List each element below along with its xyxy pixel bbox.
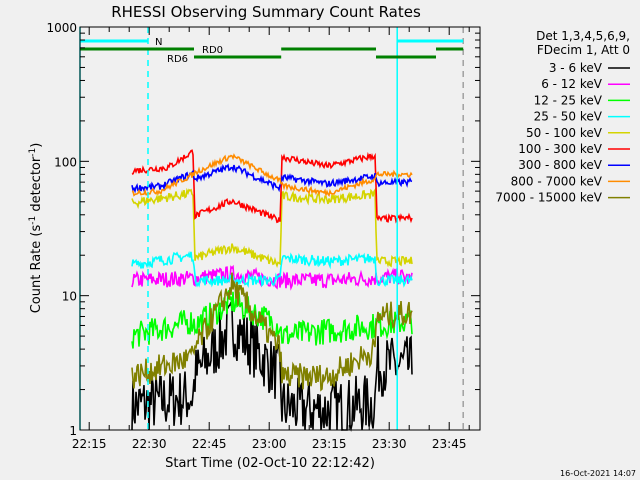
y-axis-label: Count Rate (s-1 detector-1) <box>28 143 44 314</box>
chart-title: RHESSI Observing Summary Count Rates <box>111 3 421 21</box>
flag-label-n: N <box>155 37 162 48</box>
legend-label: 100 - 300 keV <box>518 142 602 156</box>
series-line-5 <box>131 187 413 269</box>
flag-label-rd0: RD0 <box>202 45 223 56</box>
series-line-6 <box>131 149 413 224</box>
legend-label: 300 - 800 keV <box>518 158 602 172</box>
y-tick-label: 10 <box>62 290 77 304</box>
legend-label: 6 - 12 keV <box>541 77 603 91</box>
x-tick-label: 23:00 <box>252 437 287 451</box>
x-tick-label: 22:45 <box>192 437 227 451</box>
series-line-4 <box>131 250 413 289</box>
legend-label: 50 - 100 keV <box>526 126 603 140</box>
series-line-8 <box>131 153 413 198</box>
y-tick-label: 1 <box>69 424 77 438</box>
series-line-1 <box>131 301 413 432</box>
plot-frame <box>79 26 481 431</box>
x-tick-label: 23:15 <box>312 437 347 451</box>
x-tick-label: 22:15 <box>72 437 107 451</box>
legend-label: 7000 - 15000 keV <box>495 191 602 205</box>
legend-label: 3 - 6 keV <box>549 61 603 75</box>
legend-header-line1: Det 1,3,4,5,6,9, <box>536 29 630 43</box>
x-tick-label: 22:30 <box>132 437 167 451</box>
legend-label: 25 - 50 keV <box>534 110 603 124</box>
legend: Det 1,3,4,5,6,9, FDecim 1, Att 0 3 - 6 k… <box>495 29 630 205</box>
render-timestamp: 16-Oct-2021 14:07 <box>560 469 636 478</box>
x-tick-label: 23:45 <box>432 437 467 451</box>
legend-label: 800 - 7000 keV <box>511 174 603 188</box>
y-tick-label: 1000 <box>46 21 77 35</box>
x-axis-label: Start Time (02-Oct-10 22:12:42) <box>165 456 375 471</box>
series-line-3 <box>131 290 413 349</box>
y-tick-label: 100 <box>54 155 77 169</box>
series-line-2 <box>131 264 413 291</box>
legend-label: 12 - 25 keV <box>534 93 603 107</box>
legend-header-line2: FDecim 1, Att 0 <box>537 43 630 57</box>
x-tick-label: 23:30 <box>372 437 407 451</box>
flag-label-rd6: RD6 <box>167 54 188 65</box>
series-line-9 <box>131 272 413 392</box>
series-line-7 <box>131 163 413 194</box>
